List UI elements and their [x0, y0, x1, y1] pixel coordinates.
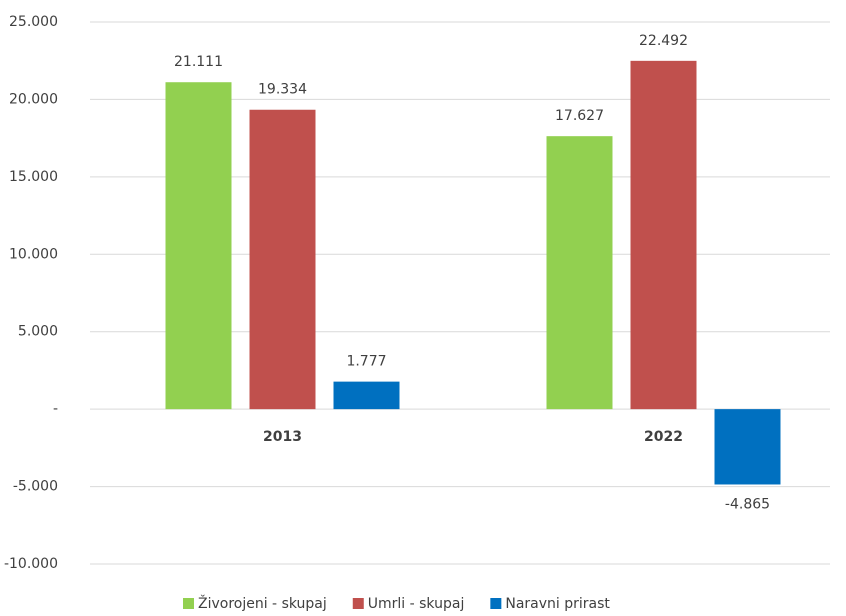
legend-label: Naravni prirast [505, 596, 610, 612]
bar [714, 409, 781, 485]
bar [165, 82, 232, 410]
x-tick-label: 2013 [263, 429, 302, 445]
bar [249, 109, 316, 410]
y-tick-label: 25.000 [9, 14, 58, 30]
legend-swatch [352, 598, 364, 609]
y-tick-label: -10.000 [4, 556, 58, 572]
value-label: -4.865 [725, 496, 770, 512]
legend-label: Živorojeni - skupaj [198, 594, 327, 612]
bar [546, 136, 613, 410]
value-label: 21.111 [174, 54, 223, 70]
y-tick-label: - [53, 401, 58, 417]
x-tick-label: 2022 [644, 429, 683, 445]
value-label: 1.777 [346, 354, 386, 370]
y-tick-label: 15.000 [9, 169, 58, 185]
legend-swatch [490, 598, 502, 609]
y-tick-label: 5.000 [18, 324, 58, 340]
y-tick-label: 10.000 [9, 246, 58, 262]
bar [630, 60, 697, 410]
legend-swatch [183, 598, 194, 609]
bar [333, 381, 400, 410]
value-label: 22.492 [639, 33, 688, 49]
value-label: 17.627 [555, 108, 604, 124]
y-tick-label: -5.000 [13, 479, 58, 495]
y-tick-label: 20.000 [9, 91, 58, 107]
value-label: 19.334 [258, 82, 307, 98]
legend-label: Umrli - skupaj [368, 596, 465, 612]
